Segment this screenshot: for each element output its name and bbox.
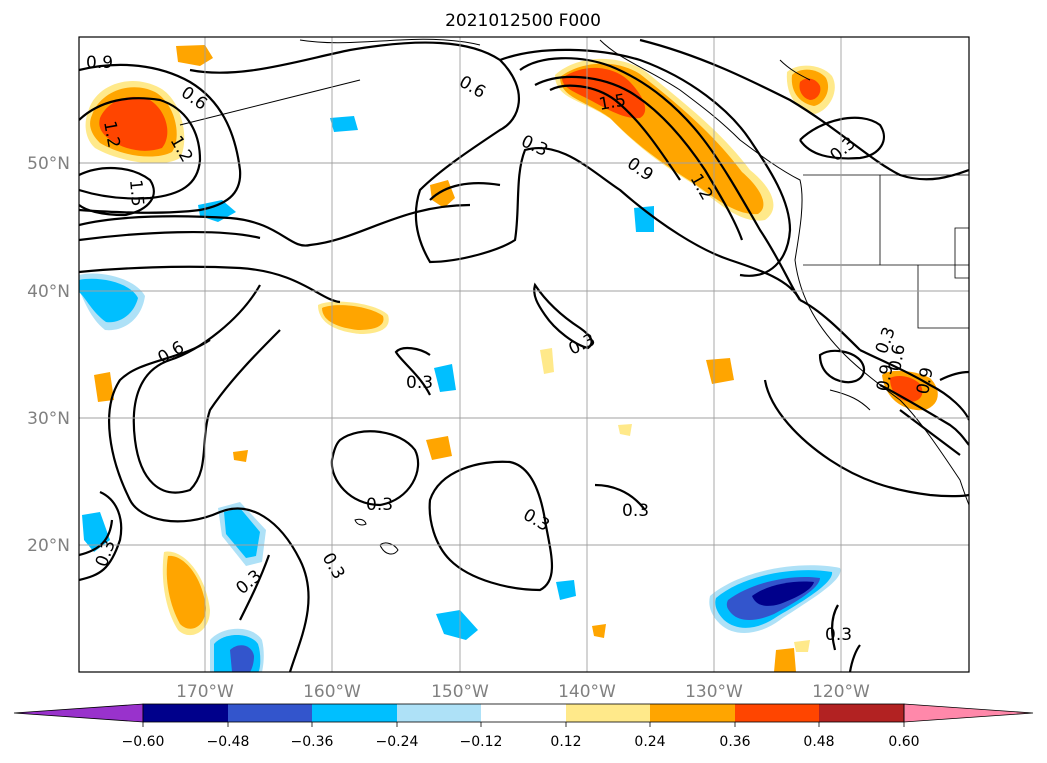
contour-label: 0.3: [622, 501, 649, 521]
colorbar-extend-high: [903, 703, 1034, 723]
lon-label: 150°W: [431, 682, 489, 702]
colorbar-tick-label: −0.12: [460, 734, 503, 750]
colorbar-segment: [143, 704, 228, 722]
colorbar-tick-label: 0.24: [634, 734, 665, 750]
colorbar-tick-label: −0.24: [376, 734, 419, 750]
map-title: 2021012500 F000: [445, 11, 601, 31]
contour-label: 0.3: [825, 625, 852, 645]
colorbar-tick-label: −0.60: [122, 734, 165, 750]
anomaly-patch: [706, 358, 734, 384]
anomaly-patch: [176, 45, 213, 66]
anomaly-patch: [224, 508, 260, 558]
lat-label: 40°N: [27, 282, 70, 302]
map-frame: [78, 36, 970, 673]
colorbar: −0.60 −0.48 −0.36 −0.24 −0.12 0.12 0.24 …: [13, 703, 1034, 750]
anomaly-patch: [79, 278, 138, 323]
colorbar-segment: [650, 704, 735, 722]
lon-label: 140°W: [558, 682, 616, 702]
colorbar-tick-label: −0.36: [291, 734, 334, 750]
lat-label: 30°N: [27, 409, 70, 429]
latitude-labels: 50°N 40°N 30°N 20°N: [27, 154, 70, 556]
anomaly-patch: [556, 580, 576, 600]
contour-label: 1.5: [597, 91, 627, 115]
contour-lines: [79, 38, 969, 672]
contour-label: 0.9: [86, 53, 113, 73]
colorbar-segment: [228, 704, 312, 722]
colorbar-segment: [819, 704, 904, 722]
longitude-labels: 170°W 160°W 150°W 140°W 130°W 120°W: [176, 682, 870, 702]
anomaly-patch: [322, 305, 384, 330]
anomaly-patch: [540, 348, 554, 374]
contour-label: 1.5: [125, 179, 147, 208]
colorbar-segment: [481, 704, 566, 722]
coastlines: [179, 38, 969, 555]
colorbar-segment: [566, 704, 650, 722]
colorbar-tick-label: 0.12: [550, 734, 581, 750]
colorbar-segment: [312, 704, 397, 722]
anomaly-patch: [774, 648, 796, 672]
colorbar-tick-label: −0.48: [207, 734, 250, 750]
anomaly-patch: [330, 116, 358, 132]
anomaly-patch: [233, 450, 248, 462]
colorbar-extend-low: [13, 703, 144, 723]
lat-label: 50°N: [27, 154, 70, 174]
borders: [803, 174, 969, 329]
contour-label: 0.3: [366, 495, 393, 515]
colorbar-segment: [735, 704, 819, 722]
anomaly-patch: [166, 555, 206, 629]
lon-label: 120°W: [812, 682, 870, 702]
contour-label: 0.3: [406, 373, 433, 393]
anomaly-patch: [794, 640, 810, 652]
anomaly-patch: [94, 372, 114, 402]
contour-label: 0.6: [885, 343, 909, 373]
anomaly-patch: [799, 78, 821, 100]
colorbar-tick-label: 0.60: [888, 734, 919, 750]
anomaly-patch: [434, 364, 456, 392]
anomaly-patch: [436, 610, 478, 640]
grid-lines: [79, 37, 969, 672]
anomaly-patch: [426, 436, 452, 460]
contour-label: 1.2: [99, 119, 123, 149]
colorbar-outline: [142, 703, 905, 723]
anomaly-patch: [99, 96, 168, 151]
contour-label: 0.9: [873, 363, 897, 393]
colorbar-tick-label: 0.36: [719, 734, 750, 750]
anomaly-patch: [592, 624, 606, 638]
lon-label: 130°W: [685, 682, 743, 702]
shaded-anomalies: [79, 45, 938, 672]
colorbar-segment: [397, 704, 481, 722]
lon-label: 160°W: [303, 682, 361, 702]
colorbar-tick-label: 0.48: [803, 734, 834, 750]
anomaly-patch: [618, 424, 632, 436]
lat-label: 20°N: [27, 536, 70, 556]
lon-label: 170°W: [176, 682, 234, 702]
anomaly-patch: [230, 645, 254, 672]
anomaly-patch: [752, 581, 814, 606]
contour-label: 0.9: [913, 366, 937, 396]
